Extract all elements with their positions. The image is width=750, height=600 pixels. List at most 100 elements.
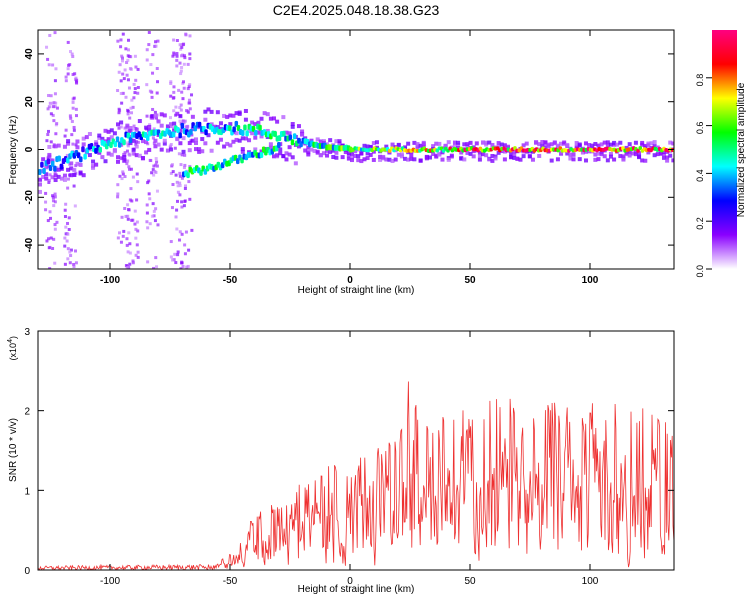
spectrogram-marks: [38, 30, 674, 269]
spectrogram-speckle: [179, 267, 183, 269]
spectrogram-halo: [652, 153, 657, 158]
spectrogram-speckle: [45, 239, 49, 243]
spectrogram-speckle: [64, 202, 68, 206]
spectrogram-speckle: [172, 258, 176, 262]
spectrogram-halo: [312, 148, 317, 153]
snr-series-line: [38, 381, 674, 570]
spectrogram-speckle: [136, 255, 140, 259]
spectrogram-speckle: [134, 140, 138, 144]
spectrogram-speckle: [176, 250, 180, 254]
spectrogram-speckle: [156, 223, 160, 227]
spectrogram-speckle: [126, 203, 130, 207]
spectrogram-halo: [44, 165, 49, 170]
spectrogram-halo: [534, 140, 539, 145]
spectrogram-speckle: [180, 261, 184, 265]
spectrogram-halo: [253, 147, 258, 152]
spectrogram-halo: [559, 141, 564, 146]
spectrogram-speckle: [171, 258, 175, 262]
spectrogram-speckle: [53, 105, 57, 109]
spectrogram-speckle: [174, 261, 178, 265]
spectrogram-halo: [128, 126, 133, 131]
spectrogram-speckle: [130, 98, 134, 102]
spectrogram-halo: [412, 157, 417, 162]
spectrogram-halo: [640, 142, 645, 147]
spectrogram-halo: [658, 151, 663, 156]
spectrogram-speckle: [48, 101, 52, 105]
spectrogram-halo: [362, 157, 367, 162]
spectrogram-halo: [371, 157, 376, 162]
snr-x-tick-label: 0: [347, 576, 353, 587]
snr-y-tick-label: 0: [24, 566, 30, 577]
spectrogram-halo: [509, 155, 514, 160]
spectrogram-cell: [638, 146, 642, 151]
spectrogram-halo: [156, 119, 161, 124]
spectrogram-speckle: [183, 187, 187, 191]
spectrogram-halo: [184, 125, 189, 130]
spectrogram-halo: [306, 152, 311, 157]
spectrogram-x-tick-label: 50: [464, 275, 476, 286]
spectrogram-halo: [159, 112, 164, 117]
spectrogram-halo: [671, 158, 674, 163]
spectrogram-speckle: [53, 92, 57, 96]
spectrogram-speckle: [68, 114, 72, 118]
spectrogram-halo: [568, 156, 573, 161]
spectrogram-halo: [646, 150, 651, 155]
spectrogram-halo: [222, 113, 227, 118]
spectrogram-speckle: [135, 198, 139, 202]
spectrogram-speckle: [117, 107, 121, 111]
spectrogram-speckle: [176, 190, 180, 194]
spectrogram-halo: [618, 154, 623, 159]
spectrogram-speckle: [190, 133, 194, 137]
spectrogram-halo: [106, 151, 111, 156]
spectrogram-halo: [652, 144, 657, 149]
spectrogram-halo: [190, 114, 195, 119]
spectrogram-speckle: [174, 173, 178, 177]
spectrogram-speckle: [46, 107, 50, 111]
spectrogram-speckle: [51, 113, 55, 117]
spectrogram-halo: [621, 154, 626, 159]
spectrogram-x-tick-label: -100: [100, 275, 120, 286]
spectrogram-speckle: [187, 180, 191, 184]
spectrogram-halo: [275, 153, 280, 158]
spectrogram-speckle: [150, 214, 154, 218]
spectrogram-halo: [200, 149, 205, 154]
spectrogram-halo: [81, 136, 86, 141]
spectrogram-y-tick-label: -20: [24, 190, 35, 205]
spectrogram-speckle: [66, 67, 70, 71]
spectrogram-speckle: [47, 94, 51, 98]
spectrogram-speckle: [74, 261, 78, 265]
spectrogram-speckle: [51, 194, 55, 198]
spectrogram-speckle: [123, 206, 127, 210]
spectrogram-halo: [181, 149, 186, 154]
spectrogram-speckle: [174, 105, 178, 109]
spectrogram-halo: [662, 150, 666, 155]
spectrogram-y-tick-label: 0: [24, 146, 35, 152]
spectrogram-halo: [284, 130, 289, 135]
spectrogram-halo: [178, 141, 183, 146]
spectrogram-speckle: [153, 169, 157, 173]
spectrogram-speckle: [187, 98, 191, 102]
spectrogram-speckle: [119, 38, 123, 42]
spectrogram-cell: [122, 139, 126, 146]
spectrogram-halo: [231, 113, 236, 118]
spectrogram-halo: [153, 144, 158, 149]
spectrogram-speckle: [130, 111, 134, 115]
spectrogram-speckle: [136, 67, 140, 71]
spectrogram-halo: [465, 142, 470, 147]
spectrogram-speckle: [172, 85, 176, 89]
spectrogram-halo: [334, 150, 339, 155]
spectrogram-halo: [637, 155, 642, 160]
spectrogram-halo: [103, 128, 108, 133]
spectrogram-cell: [81, 146, 85, 153]
spectrogram-halo: [69, 173, 74, 178]
spectrogram-speckle: [175, 64, 179, 68]
spectrogram-y-tick-label: 20: [24, 96, 35, 108]
spectrogram-halo: [287, 131, 292, 136]
spectrogram-speckle: [64, 128, 68, 132]
spectrogram-halo: [265, 112, 270, 117]
spectrogram-halo: [481, 152, 486, 157]
spectrogram-halo: [112, 149, 117, 154]
spectrogram-halo: [106, 129, 111, 134]
spectrogram-halo: [87, 153, 92, 158]
spectrogram-halo: [409, 156, 414, 161]
